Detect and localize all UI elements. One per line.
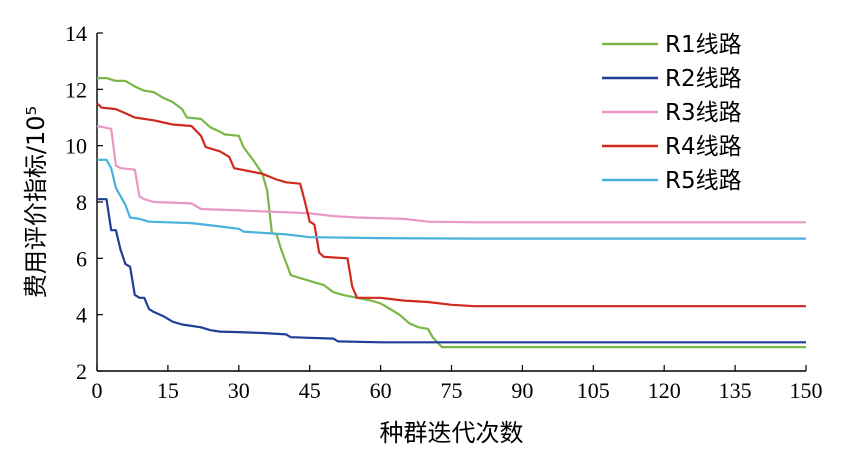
x-tick-label: 0 [92,378,103,403]
x-tick-label: 105 [577,378,610,403]
x-tick-label: 30 [228,378,250,403]
series-line-r5 [97,158,806,240]
x-tick-label: 135 [719,378,752,403]
y-tick-label: 2 [76,359,87,384]
legend-label-r1: R1线路 [665,32,742,58]
legend-label-r2: R2线路 [665,66,742,92]
x-tick-label: 120 [648,378,681,403]
legend-label-r3: R3线路 [665,100,742,126]
series-line-r4 [96,102,806,308]
y-tick-label: 6 [76,246,87,271]
legend-label-r5: R5线路 [665,168,742,194]
legend: R1线路 R2线路 R3线路 R4线路 R5线路 [602,32,742,194]
series-line-r2 [97,198,806,344]
x-tick-label: 90 [511,378,533,403]
y-tick-label: 4 [76,303,87,328]
x-tick-label: 150 [790,378,823,403]
x-tick-label: 15 [157,378,179,403]
y-tick-label: 14 [65,21,87,46]
series-line-r3 [96,124,806,224]
x-tick-label: 45 [299,378,321,403]
x-axis-title: 种群迭代次数 [380,419,524,447]
y-tick-label: 8 [76,190,87,215]
x-tick-label: 75 [441,378,463,403]
y-tick-label: 12 [65,77,87,102]
ticks: 0 15 30 45 60 75 90 105 120 135 150 2 4 6 8 10 12 14 [65,21,823,403]
legend-label-r4: R4线路 [665,134,742,160]
series-lines [96,77,806,349]
y-axis-title: 费用评价指标/10⁵ [22,106,50,298]
x-tick-label: 60 [370,378,392,403]
y-tick-label: 10 [65,134,87,159]
